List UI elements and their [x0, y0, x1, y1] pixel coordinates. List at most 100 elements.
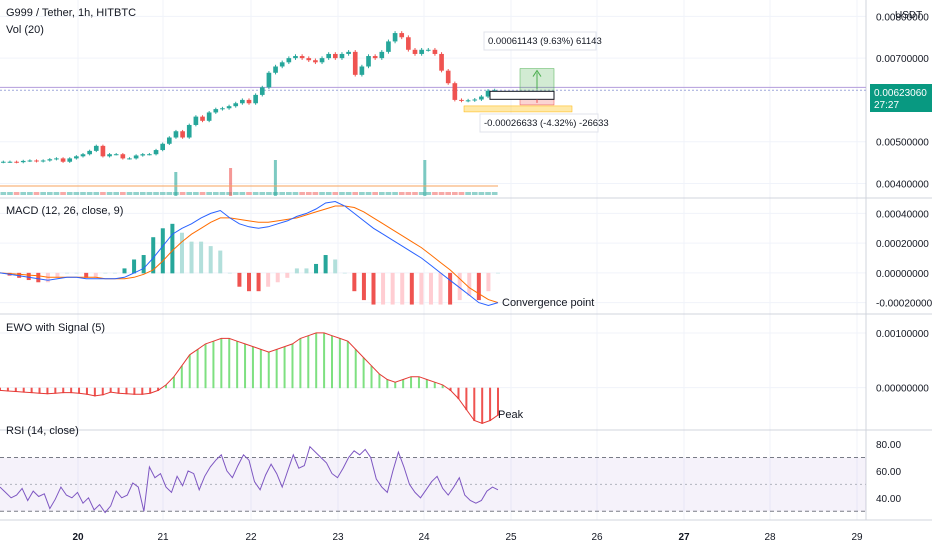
volume-bar: [106, 192, 113, 195]
ewo-bar: [109, 387, 112, 393]
macd-histogram-bar: [476, 272, 481, 301]
x-axis[interactable]: 20 21 22 23 24 25 26 27 28 29: [72, 532, 863, 543]
macd-histogram-bar: [333, 259, 338, 274]
rsi-title: RSI (14, close): [6, 425, 79, 437]
price-pane[interactable]: [0, 31, 866, 196]
ewo-bar: [283, 346, 286, 389]
candle-body: [47, 159, 53, 161]
volume-bar: [405, 192, 412, 195]
candle-body: [293, 56, 298, 59]
volume-bar: [226, 192, 232, 195]
ewo-bar: [236, 341, 239, 389]
volume-bar: [126, 192, 133, 195]
macd-histogram-bar: [170, 223, 175, 274]
candle-body: [166, 137, 172, 144]
candle-body: [206, 112, 212, 121]
candle-body: [80, 154, 86, 157]
rsi-pane[interactable]: [0, 445, 866, 514]
ewo-bar: [22, 387, 25, 393]
ewo-bar: [338, 338, 341, 389]
candle-body: [419, 49, 424, 54]
price-tick-label: 0.00800000: [876, 12, 929, 23]
volume-bar: [100, 192, 106, 195]
candle-body: [279, 62, 285, 67]
volume-bar: [485, 192, 491, 195]
ewo-bar: [433, 382, 436, 389]
chart-title: G999 / Tether, 1h, HITBTC: [6, 7, 136, 19]
candle-body: [34, 160, 39, 162]
volume-bar: [166, 192, 173, 195]
volume-bar: [392, 192, 398, 195]
volume-bar: [339, 192, 345, 195]
candle-body: [93, 145, 99, 151]
candle-body: [180, 131, 185, 138]
ewo-bar: [481, 387, 484, 424]
volume-bar: [299, 192, 305, 195]
ewo-bar: [386, 379, 389, 389]
candle-body: [246, 99, 252, 104]
macd-histogram-bar: [294, 268, 299, 274]
candle-body: [147, 154, 152, 156]
volume-bar: [372, 192, 378, 195]
candle-body: [326, 53, 332, 59]
volume-bar: [133, 192, 139, 195]
ewo-bar: [70, 387, 73, 394]
x-tick-label: 20: [72, 532, 84, 543]
macd-pane[interactable]: [0, 200, 500, 307]
ewo-bar: [497, 387, 499, 416]
ewo-bar: [125, 387, 128, 395]
x-tick-label: 28: [764, 532, 776, 543]
volume-bar: [385, 192, 392, 195]
candle-body: [193, 116, 199, 125]
ewo-bar: [6, 387, 9, 392]
macd-line: [0, 200, 499, 307]
candle-body: [286, 58, 292, 63]
candle-body: [186, 124, 192, 138]
ewo-bar: [323, 332, 326, 389]
macd-histogram-bar: [266, 272, 271, 287]
macd-histogram-bar: [103, 272, 108, 274]
macd-tick-label: 0.00020000: [876, 239, 929, 250]
ewo-bar: [149, 387, 152, 394]
candle-body: [339, 53, 345, 59]
volume-bar: [27, 192, 33, 195]
candle-body: [439, 53, 444, 71]
candle-body: [133, 155, 139, 159]
volume-bar: [319, 192, 325, 195]
ewo-bar: [370, 365, 373, 389]
ewo-bar: [54, 387, 57, 394]
ewo-bar: [165, 384, 167, 389]
volume-bar: [80, 192, 86, 195]
y-axes[interactable]: 0.00800000 0.00700000 0.00500000 0.00400000…: [876, 12, 932, 504]
macd-histogram-bar: [218, 250, 223, 274]
macd-histogram-bar: [352, 272, 357, 292]
macd-histogram-bar: [428, 272, 433, 305]
candle-body: [253, 94, 258, 104]
macd-histogram-bar: [371, 272, 376, 305]
macd-histogram-bar: [323, 255, 328, 274]
macd-histogram-bar: [486, 272, 491, 292]
macd-histogram-bar: [381, 272, 386, 305]
volume-bar: [13, 192, 20, 195]
last-price: 0.00623060: [874, 88, 927, 99]
volume-bar: [491, 192, 498, 195]
ewo-bar: [46, 387, 49, 395]
rsi-line: [0, 445, 499, 514]
candle-body: [306, 58, 312, 61]
candle-body: [412, 49, 418, 54]
macd-histogram-bar: [74, 272, 79, 274]
ewo-pane[interactable]: [0, 332, 499, 424]
price-countdown: 27:27: [874, 100, 899, 111]
candle-body: [153, 150, 159, 155]
volume-bar: [66, 192, 73, 195]
ewo-bar: [394, 382, 397, 389]
volume-bar: [73, 192, 80, 195]
ewo-bar: [331, 335, 333, 389]
volume-bar: [33, 192, 40, 195]
ewo-bar: [275, 349, 278, 389]
candle-body: [233, 103, 239, 107]
currency-label[interactable]: USDT: [895, 10, 922, 21]
volume-bar: [246, 192, 252, 195]
ewo-signal-line: [0, 332, 499, 424]
